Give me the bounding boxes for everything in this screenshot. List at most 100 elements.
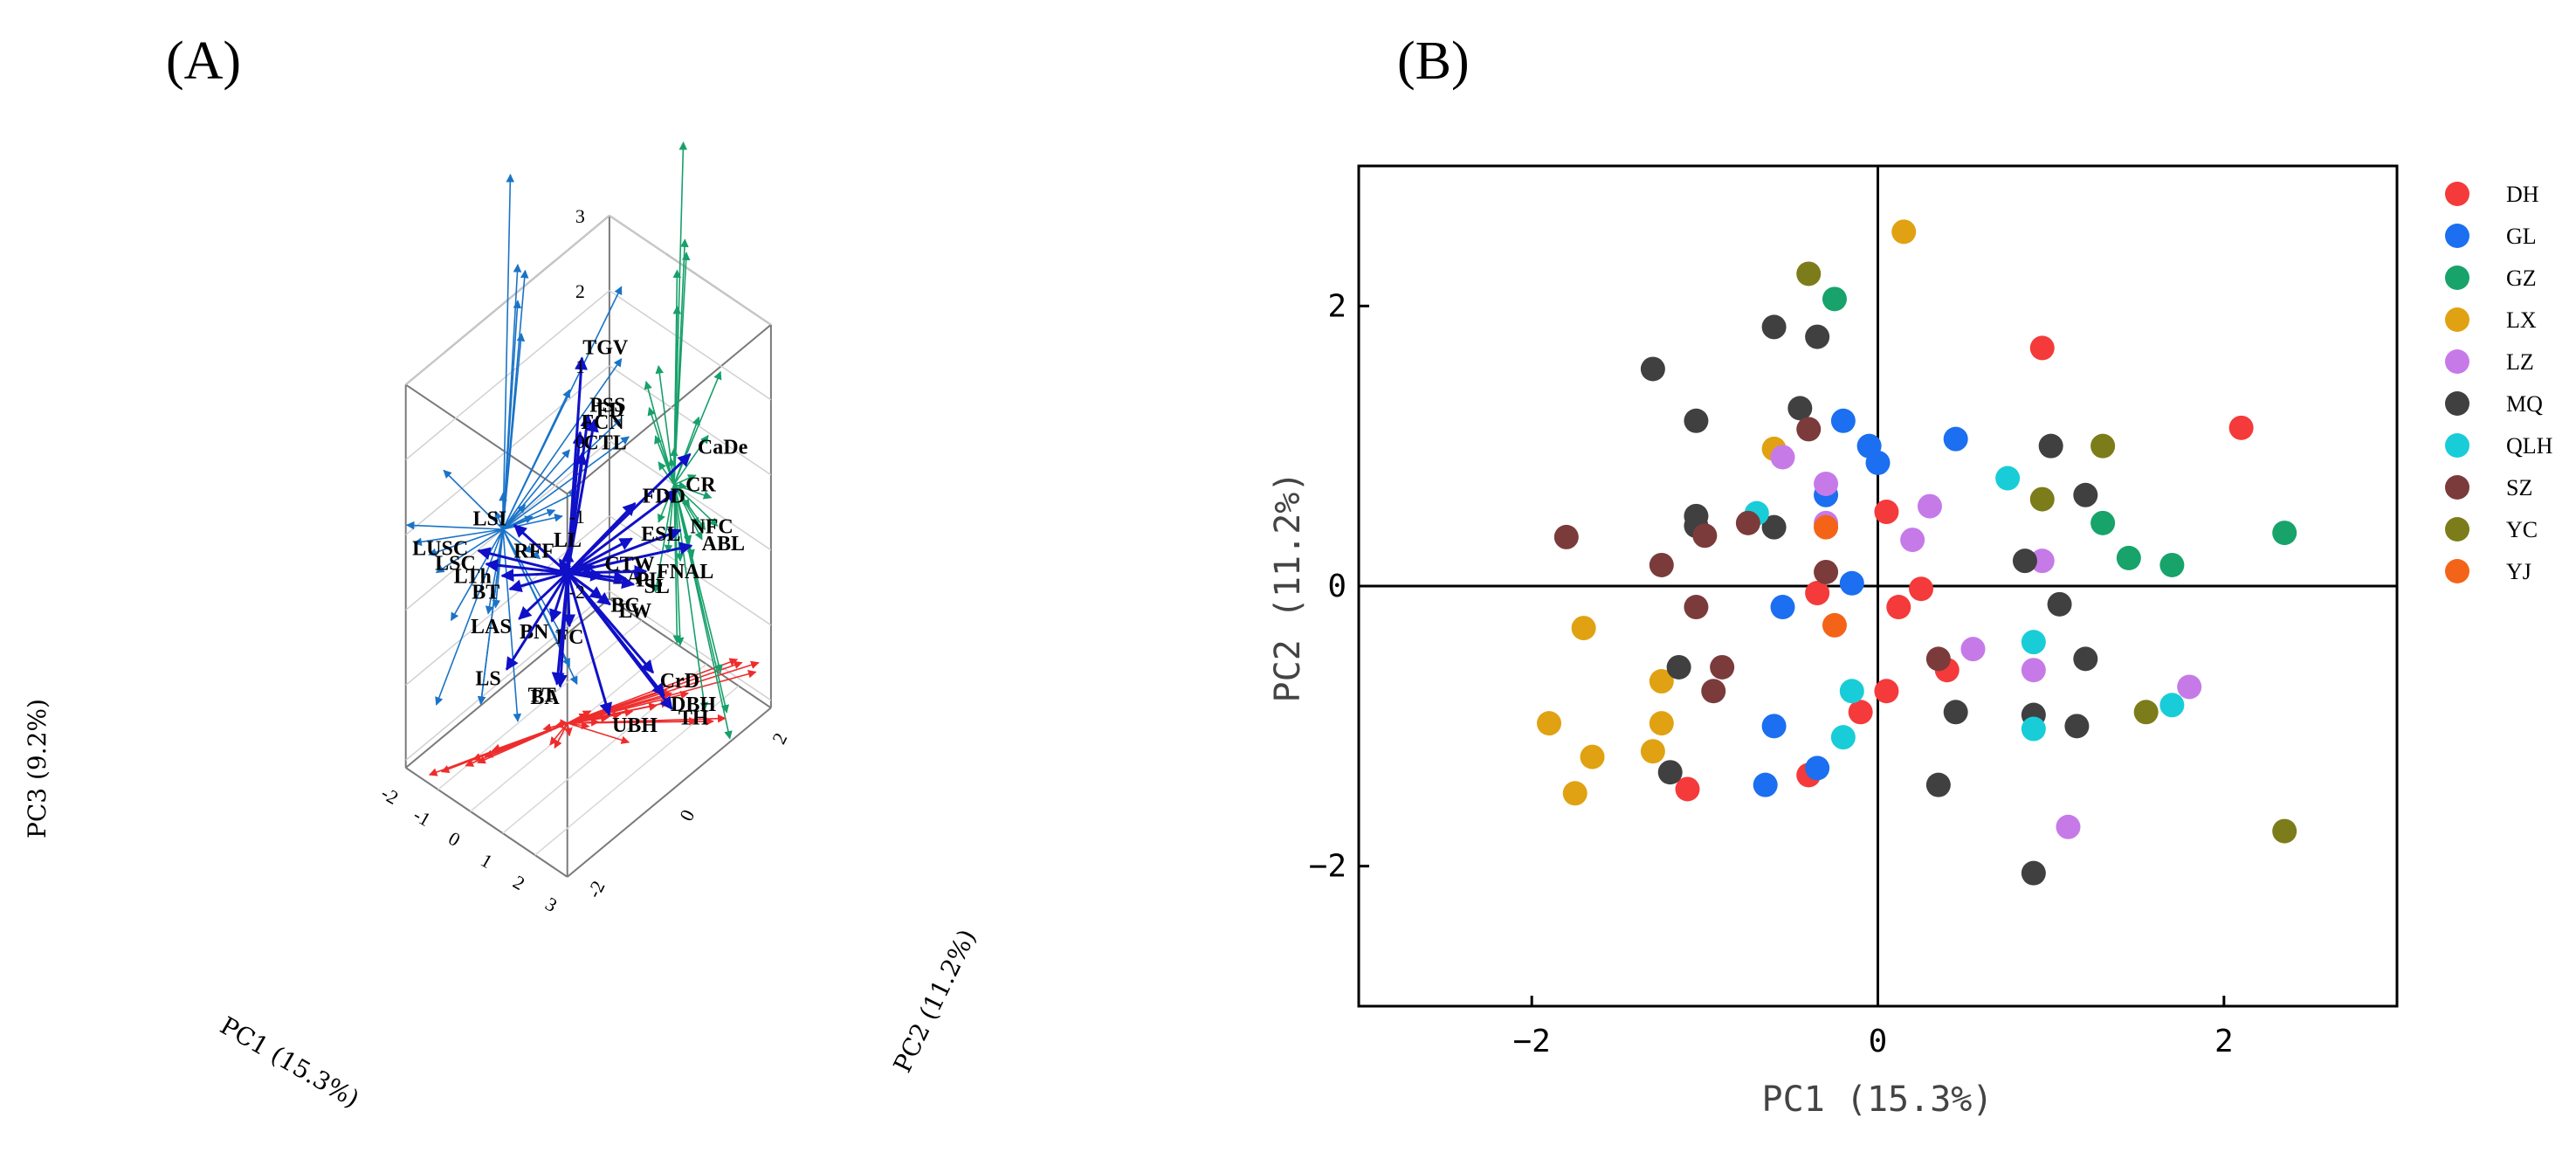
data-point-qlh xyxy=(2021,630,2046,655)
loading-vector xyxy=(549,572,569,623)
data-point-gl xyxy=(1839,570,1864,596)
loading-vector xyxy=(567,489,678,575)
projection-vector-pc2-pc3 xyxy=(428,528,504,556)
data-point-lz xyxy=(2177,674,2202,700)
data-point-gl xyxy=(1943,426,1968,452)
data-point-yc xyxy=(2090,433,2116,459)
data-point-qlh xyxy=(1839,679,1864,704)
projection-vector-pc2-pc3 xyxy=(502,491,578,530)
vector-label: CaDe xyxy=(698,437,748,459)
vector-label: SL xyxy=(644,576,670,598)
projection-vector-pc2-pc3 xyxy=(502,504,527,530)
projection-vector-pc1-pc3 xyxy=(672,484,682,645)
legend-marker xyxy=(2445,559,2469,583)
x-tick-label: 0 xyxy=(444,827,464,851)
x-tick-label: −2 xyxy=(1512,1024,1550,1059)
legend-marker xyxy=(2445,224,2469,248)
loading-vector xyxy=(551,572,569,686)
vector-label: RFF xyxy=(513,540,554,562)
projection-vector-pc1-pc2 xyxy=(554,720,568,729)
data-point-mq xyxy=(2021,860,2046,886)
vector-label: LL xyxy=(554,529,582,552)
data-point-lx xyxy=(1640,739,1665,764)
legend-label: YJ xyxy=(2506,559,2531,584)
data-point-lz xyxy=(1960,637,1986,662)
data-point-mq xyxy=(1684,408,1709,433)
projection-vector-pc1-pc2 xyxy=(484,722,568,758)
z-tick-label: -2 xyxy=(569,581,585,603)
projection-vector-pc1-pc3 xyxy=(673,484,703,541)
loading-vector xyxy=(567,537,633,575)
data-point-sz xyxy=(1701,679,1726,704)
y-axis-title: PC2 (11.2%) xyxy=(888,925,982,1077)
x-tick-label: 0 xyxy=(1869,1024,1888,1059)
panel-a-label: (A) xyxy=(166,31,241,91)
projection-vector-pc2-pc3 xyxy=(443,469,504,530)
data-point-mq xyxy=(1943,700,1968,725)
data-point-dh xyxy=(1848,700,1873,725)
data-point-mq xyxy=(1925,772,1951,797)
legend-label: LZ xyxy=(2506,349,2534,375)
data-point-lz xyxy=(1814,471,1839,496)
data-point-dh xyxy=(1909,576,1934,602)
panel-b-scatter: −2 0 2 −2 0 2 PC1 (15.3%) PC2 (11.2%) DH GL GZ L… xyxy=(1268,164,2553,1120)
vector-label: LUSC xyxy=(412,538,468,561)
x-axis-title: PC1 (15.3%) xyxy=(1762,1080,1994,1120)
x-tick-label: 1 xyxy=(477,849,496,873)
legend-marker xyxy=(2445,266,2469,290)
data-point-mq xyxy=(2038,433,2063,459)
z-tick-label: 2 xyxy=(575,280,585,302)
data-point-lx xyxy=(1536,711,1561,736)
data-point-gl xyxy=(1805,755,1830,781)
loading-vector xyxy=(513,524,569,575)
legend-marker xyxy=(2445,349,2469,374)
data-point-mq xyxy=(1666,654,1691,680)
y-tick-label: -2 xyxy=(582,877,610,900)
projection-vector-pc2-pc3 xyxy=(502,358,623,530)
projection-vector-pc2-pc3 xyxy=(502,436,630,530)
data-point-yc xyxy=(2133,700,2159,725)
legend-label: GL xyxy=(2506,224,2537,249)
data-point-yj xyxy=(1822,612,1847,638)
box-edge xyxy=(567,324,772,495)
data-point-mq xyxy=(1640,356,1665,382)
vector-label: LW xyxy=(618,600,651,623)
data-point-qlh xyxy=(2159,693,2185,718)
data-point-dh xyxy=(1675,776,1700,802)
data-point-sz xyxy=(1710,654,1735,680)
vector-label: ABL xyxy=(702,533,745,555)
projection-vector-pc2-pc3 xyxy=(502,528,522,722)
projection-vector-pc2-pc3 xyxy=(502,173,515,530)
projection-vector-pc2-pc3 xyxy=(502,528,541,560)
loading-vector xyxy=(485,558,568,575)
vector-label: BT xyxy=(472,582,499,604)
loading-vector xyxy=(500,569,568,583)
box-edge xyxy=(609,597,772,709)
projection-vector-pc2-pc3 xyxy=(502,514,563,530)
data-point-lz xyxy=(1770,445,1795,470)
projection-vector-pc1-pc2 xyxy=(567,708,634,724)
y-tick-label: 2 xyxy=(768,729,791,748)
data-point-mq xyxy=(2064,714,2090,739)
projection-vector-pc1-pc3 xyxy=(673,434,709,486)
data-point-gz xyxy=(2116,545,2141,570)
data-point-dh xyxy=(2029,335,2055,361)
origin-point xyxy=(561,567,574,579)
data-point-mq xyxy=(1805,324,1830,349)
loading-vector xyxy=(518,571,569,620)
data-point-lz xyxy=(2056,814,2081,839)
grid-line xyxy=(534,685,740,856)
grid-line xyxy=(609,590,772,701)
projection-vector-pc1-pc2 xyxy=(567,722,630,744)
data-point-gz xyxy=(2090,510,2116,535)
projection-vector-pc1-pc2 xyxy=(549,722,568,746)
vector-label: FD xyxy=(596,399,624,422)
data-point-yj xyxy=(1814,514,1839,540)
vector-label: CR xyxy=(685,473,716,496)
data-point-yc xyxy=(1796,261,1822,286)
vector-label: LAS xyxy=(471,616,512,638)
data-point-mq xyxy=(2073,646,2098,672)
projection-vector-pc2-pc3 xyxy=(405,521,504,530)
data-point-gl xyxy=(1770,595,1795,620)
projection-vector-pc2-pc3 xyxy=(502,528,578,686)
